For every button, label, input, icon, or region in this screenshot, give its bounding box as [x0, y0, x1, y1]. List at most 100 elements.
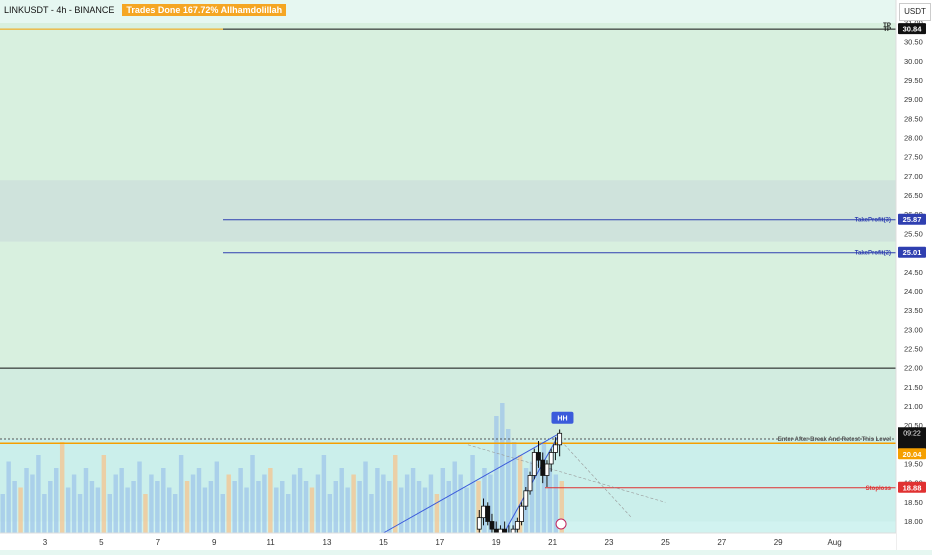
y-tick-label: 18.50 — [904, 498, 923, 507]
x-tick-label: 11 — [266, 538, 275, 547]
volume-bar — [369, 494, 374, 533]
volume-bar — [0, 494, 5, 533]
volume-bar — [24, 468, 29, 533]
y-tick-label: 30.00 — [904, 57, 923, 66]
volume-bar — [351, 474, 356, 533]
volume-bar — [220, 494, 225, 533]
volume-bar — [464, 487, 469, 533]
candle-body — [536, 452, 541, 461]
volume-bar — [416, 481, 422, 533]
volume-bar — [71, 474, 77, 533]
y-tick-label: 30.50 — [904, 38, 923, 47]
volume-bar — [274, 487, 279, 533]
x-tick-label: 21 — [548, 538, 557, 547]
volume-bar — [345, 487, 350, 533]
x-tick-label: 15 — [379, 538, 388, 547]
volume-bar — [458, 474, 463, 533]
volume-bar — [107, 494, 112, 533]
volume-bar — [172, 494, 178, 533]
countdown-badge — [898, 427, 926, 450]
volume-bar — [113, 474, 118, 533]
y-tick-label: 22.50 — [904, 344, 923, 353]
volume-bar — [202, 487, 208, 533]
volume-bar — [339, 468, 344, 533]
volume-bar — [54, 468, 59, 533]
volume-bar — [36, 455, 41, 533]
x-tick-label: 3 — [43, 538, 48, 547]
volume-bar — [387, 481, 392, 533]
x-tick-label: Aug — [827, 538, 841, 547]
volume-bar — [30, 474, 35, 533]
projection-line — [467, 444, 666, 503]
volume-bar — [500, 403, 505, 533]
price-badge — [898, 23, 926, 35]
candle-body — [527, 475, 533, 492]
current-price-badge-text: 20.04 — [903, 450, 923, 459]
level-label: TP — [883, 27, 891, 33]
price-badge — [898, 246, 926, 258]
volume-bar — [262, 474, 267, 533]
y-tick-label: 20.50 — [904, 421, 923, 430]
volume-bar — [232, 481, 237, 533]
price-badge-text: 18.88 — [903, 483, 922, 492]
candle-body — [502, 528, 508, 534]
volume-bar — [196, 468, 202, 533]
volume-bar — [250, 455, 255, 533]
hh-label: HH — [557, 416, 567, 423]
candle-body — [523, 490, 529, 507]
candle-body — [557, 432, 563, 446]
volume-bar — [161, 468, 166, 533]
volume-bar — [131, 481, 136, 533]
x-tick-label: 25 — [661, 538, 670, 547]
volume-bar — [529, 461, 535, 533]
price-badge-text: 30.84 — [903, 25, 923, 34]
x-tick-label: 5 — [99, 538, 104, 547]
volume-bar — [95, 487, 101, 533]
volume-bar — [422, 487, 428, 533]
volume-bar — [155, 481, 160, 533]
volume-bar — [285, 494, 291, 533]
y-tick-label: 24.50 — [904, 268, 923, 277]
volume-bar — [280, 481, 285, 533]
price-badge — [898, 481, 926, 493]
volume-bar — [559, 481, 564, 533]
y-tick-label: 31.00 — [904, 19, 923, 28]
symbol-label[interactable]: LINKUSDT - 4h - BINANCE — [4, 5, 115, 15]
volume-bar — [244, 487, 249, 533]
candle-body — [531, 452, 537, 476]
projection-line — [560, 440, 632, 518]
countdown-text: 09:22 — [903, 430, 921, 437]
level-label: Enter After Break And Retest This Level — [778, 437, 892, 443]
x-tick-label: 27 — [717, 538, 726, 547]
x-tick-label: 7 — [156, 538, 161, 547]
volume-bar — [494, 416, 499, 533]
volume-bar — [59, 442, 65, 533]
volume-bar — [410, 468, 416, 533]
x-tick-label: 17 — [435, 538, 444, 547]
volume-bar — [321, 455, 327, 533]
volume-bar — [143, 494, 148, 533]
volume-bar — [297, 468, 303, 533]
volume-bar — [398, 487, 404, 533]
volume-bar — [327, 494, 333, 533]
volume-bar — [77, 494, 83, 533]
candle-body — [489, 521, 495, 530]
currency-button[interactable]: USDT — [899, 3, 931, 21]
level-label: TakeProfit(2) — [855, 251, 891, 257]
volume-bar — [303, 481, 309, 533]
volume-bar — [476, 481, 481, 533]
volume-bar — [137, 461, 142, 533]
volume-bar — [208, 481, 214, 533]
volume-bar — [42, 494, 47, 533]
candle-body — [548, 452, 554, 465]
event-icon[interactable] — [555, 518, 567, 530]
level-label: Stoploss — [866, 486, 892, 492]
volume-bar — [440, 468, 446, 533]
volume-bar — [470, 455, 475, 533]
candle-body — [481, 505, 486, 519]
y-tick-label: 27.00 — [904, 172, 923, 181]
volume-bar — [482, 468, 487, 533]
time-axis[interactable] — [0, 533, 896, 550]
